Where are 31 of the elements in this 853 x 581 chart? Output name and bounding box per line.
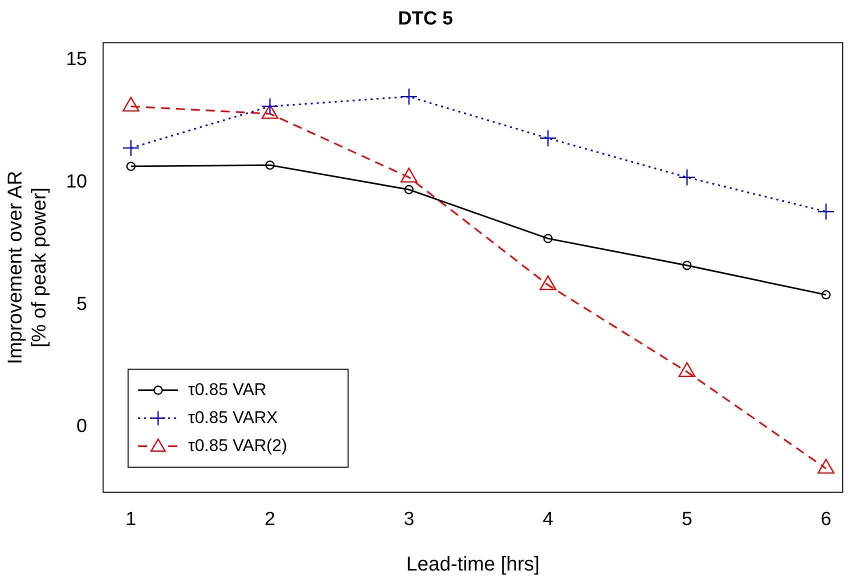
point [404, 184, 414, 194]
point [400, 88, 418, 106]
legend-label: τ0.85 VARX [188, 408, 278, 427]
point [126, 162, 136, 171]
point [261, 98, 279, 116]
x-axis-title: Lead-time [hrs] [406, 554, 540, 576]
x-tick-label: 5 [682, 508, 692, 530]
point [818, 458, 834, 474]
y-tick-label: 0 [76, 416, 88, 438]
point [821, 290, 831, 300]
y-axis-title: Improvement over AR [% of peak power] [4, 170, 51, 364]
legend-label: τ0.85 VAR(2) [188, 436, 288, 455]
legend-label: τ0.85 VAR [188, 380, 266, 399]
chart-title: DTC 5 [398, 8, 454, 30]
point [678, 168, 696, 186]
x-tick-label: 3 [404, 508, 414, 530]
point [817, 202, 835, 220]
point [678, 362, 696, 377]
y-tick-label: 5 [76, 294, 88, 315]
point [682, 260, 692, 270]
point [122, 139, 140, 157]
x-tick-label: 4 [542, 508, 554, 530]
point [265, 160, 275, 170]
y-tick-label: 15 [66, 49, 88, 70]
point [540, 275, 556, 290]
x-tick-label: 2 [264, 508, 276, 530]
y-tick-label: 10 [66, 171, 88, 192]
x-tick-label: 6 [820, 508, 832, 530]
point [539, 130, 557, 147]
point [543, 234, 553, 244]
x-tick-label: 1 [126, 508, 136, 530]
